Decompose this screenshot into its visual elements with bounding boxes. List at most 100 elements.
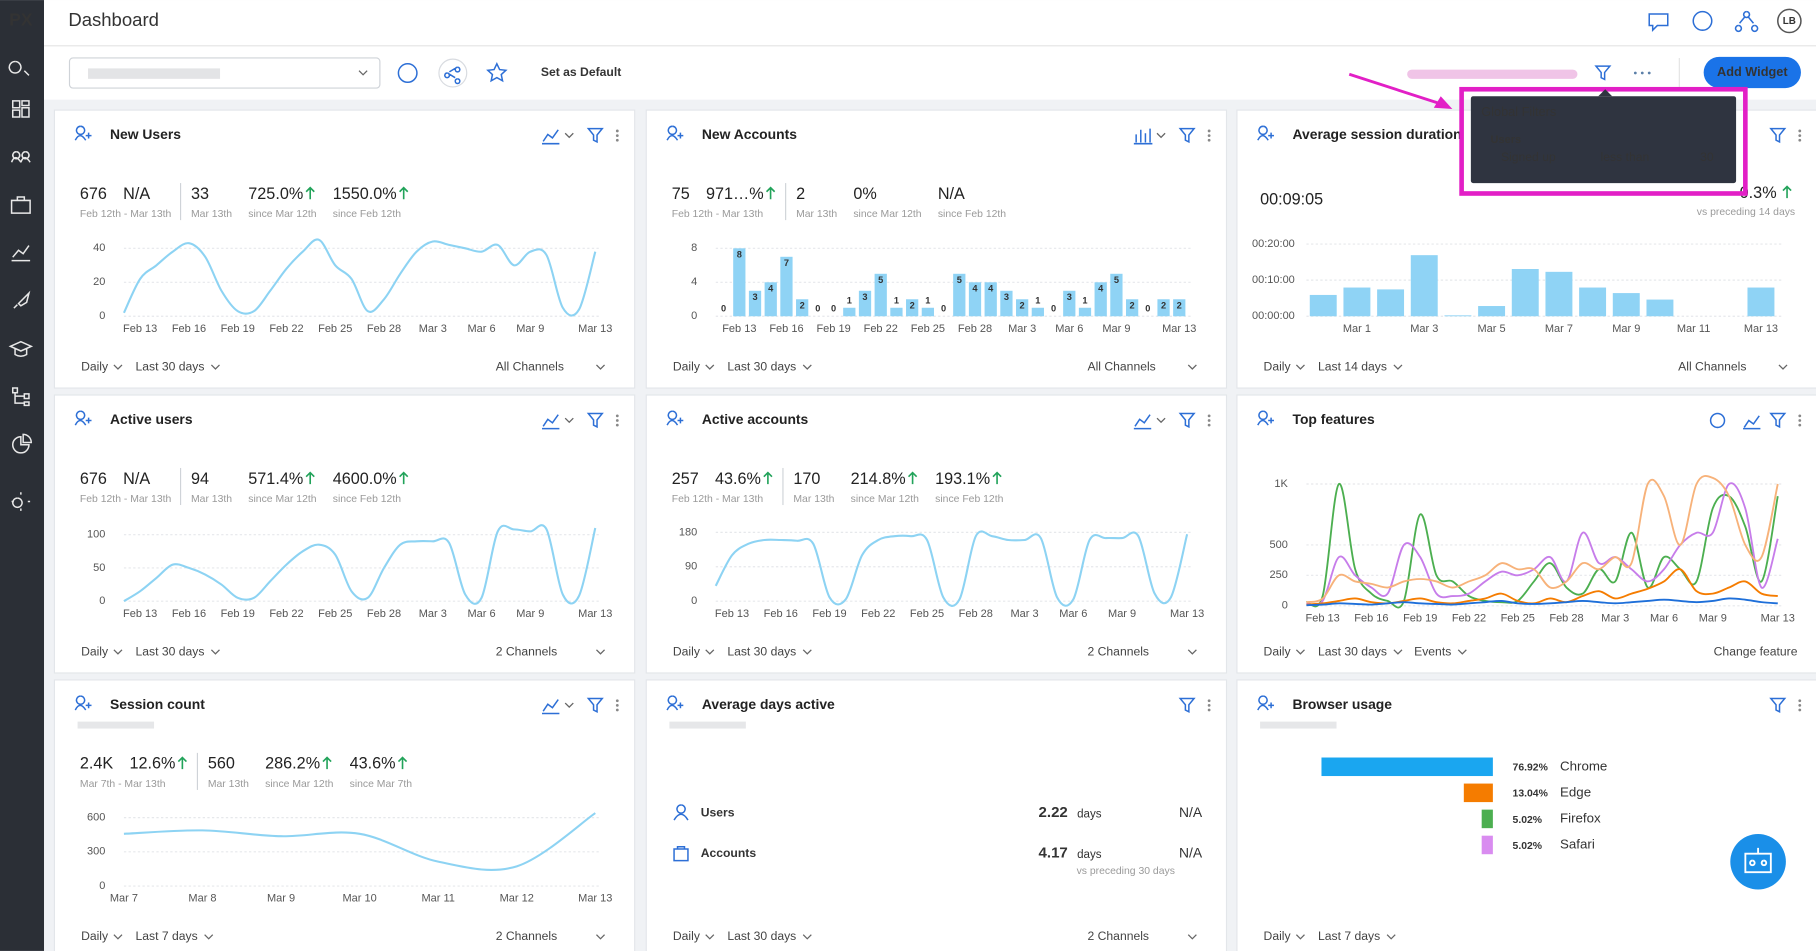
more-dot[interactable]: [1798, 708, 1802, 712]
x-tick-label: Feb 22: [269, 608, 303, 620]
filter-icon[interactable]: [586, 697, 604, 713]
period-select[interactable]: Last 14 days: [1318, 359, 1387, 373]
more-dot[interactable]: [1640, 71, 1644, 75]
dashboard-select[interactable]: [68, 57, 381, 89]
channel-select[interactable]: All Channels: [496, 359, 564, 373]
more-dot[interactable]: [1798, 138, 1802, 142]
interval-select[interactable]: Daily: [673, 359, 701, 373]
channel-select[interactable]: 2 Channels: [496, 929, 558, 943]
filter-icon[interactable]: [1769, 697, 1787, 713]
filter-icon[interactable]: [1178, 697, 1196, 713]
period-select[interactable]: Last 30 days: [727, 644, 796, 658]
info-button[interactable]: [397, 63, 418, 84]
chart-type-icon[interactable]: [1133, 128, 1153, 145]
more-dot[interactable]: [1207, 708, 1211, 712]
more-dot[interactable]: [1798, 699, 1802, 703]
add-widget-label[interactable]: Add Widget: [1717, 64, 1788, 79]
info-icon[interactable]: [1709, 412, 1726, 429]
chart-type-icon[interactable]: [1743, 415, 1761, 430]
more-dot[interactable]: [1207, 129, 1211, 133]
assistant-bot[interactable]: [1730, 833, 1786, 890]
more-dot[interactable]: [1798, 414, 1802, 418]
more-dot[interactable]: [1798, 419, 1802, 422]
avatar[interactable]: [1777, 8, 1802, 34]
more-dot[interactable]: [1798, 704, 1802, 707]
change-feature-link[interactable]: Change feature: [1714, 644, 1798, 658]
more-dot[interactable]: [615, 708, 619, 712]
chat-icon[interactable]: [1648, 13, 1669, 33]
channel-select[interactable]: All Channels: [1678, 359, 1746, 373]
sidebar-icon[interactable]: [13, 290, 31, 309]
period-select[interactable]: Last 30 days: [727, 929, 796, 943]
period-select[interactable]: Last 30 days: [136, 644, 205, 658]
sidebar-icon[interactable]: [10, 151, 31, 163]
more-dot[interactable]: [615, 699, 619, 703]
more-dot[interactable]: [615, 704, 619, 707]
more-dot[interactable]: [615, 138, 619, 142]
sidebar-icon[interactable]: [8, 60, 30, 76]
more-dot[interactable]: [1207, 138, 1211, 142]
filter-icon[interactable]: [1769, 412, 1787, 429]
help-icon[interactable]: [1692, 10, 1713, 31]
stat-label: Feb 12th - Mar 13th: [80, 209, 172, 220]
interval-select[interactable]: Daily: [81, 929, 109, 943]
sidebar-icon[interactable]: [10, 196, 31, 214]
period-select[interactable]: Last 30 days: [136, 359, 205, 373]
network-icon[interactable]: [1734, 10, 1759, 33]
filter-field: Signed up: [1501, 150, 1556, 164]
more-dot[interactable]: [1798, 129, 1802, 133]
filter-icon[interactable]: [586, 127, 604, 144]
period-select[interactable]: Last 7 days: [1318, 929, 1380, 943]
star-button[interactable]: [486, 62, 508, 83]
sidebar-icon[interactable]: [8, 340, 34, 357]
chart-type-icon[interactable]: [542, 129, 560, 145]
period-select[interactable]: Last 7 days: [136, 929, 198, 943]
more-dot[interactable]: [615, 129, 619, 133]
more-dot[interactable]: [1207, 699, 1211, 703]
filter-icon[interactable]: [1769, 127, 1787, 144]
interval-select[interactable]: Daily: [1264, 644, 1292, 658]
sidebar-icon[interactable]: [12, 433, 33, 454]
interval-select[interactable]: Daily: [81, 359, 109, 373]
channel-select[interactable]: 2 Channels: [496, 644, 558, 658]
sidebar-icon[interactable]: [11, 492, 31, 511]
more-dot[interactable]: [615, 414, 619, 418]
more-dot[interactable]: [1207, 704, 1211, 707]
more-dot[interactable]: [615, 134, 619, 137]
interval-select[interactable]: Daily: [1264, 359, 1292, 373]
channel-select[interactable]: 2 Channels: [1088, 929, 1150, 943]
chart-type-icon[interactable]: [542, 699, 560, 715]
more-dot[interactable]: [1633, 71, 1637, 75]
stat-value: 0.3%: [1740, 184, 1777, 202]
more-dot[interactable]: [615, 423, 619, 427]
filter-icon[interactable]: [1594, 65, 1612, 81]
more-dot[interactable]: [615, 419, 619, 422]
set-default-link[interactable]: Set as Default: [541, 65, 621, 79]
channel-select[interactable]: 2 Channels: [1088, 644, 1150, 658]
sidebar-icon[interactable]: [11, 387, 30, 407]
add-widget-button[interactable]: [1703, 56, 1801, 89]
filter-icon[interactable]: [586, 412, 604, 429]
more-dot[interactable]: [1798, 423, 1802, 427]
more-dot[interactable]: [1207, 423, 1211, 427]
more-dot[interactable]: [1798, 134, 1802, 137]
interval-select[interactable]: Daily: [673, 644, 701, 658]
more-dot[interactable]: [1207, 419, 1211, 422]
sidebar-icon[interactable]: [11, 100, 30, 118]
filter-icon[interactable]: [1178, 127, 1196, 144]
interval-select[interactable]: Daily: [81, 644, 109, 658]
chart-type-icon[interactable]: [1133, 414, 1152, 430]
interval-select[interactable]: Daily: [1264, 929, 1292, 943]
event-select[interactable]: Events: [1414, 644, 1451, 658]
more-dot[interactable]: [1207, 134, 1211, 137]
period-select[interactable]: Last 30 days: [727, 359, 796, 373]
period-select[interactable]: Last 30 days: [1318, 644, 1387, 658]
more-dot[interactable]: [1647, 71, 1651, 75]
more-dot[interactable]: [1207, 414, 1211, 418]
chart-type-icon[interactable]: [542, 414, 560, 430]
share-button[interactable]: [438, 58, 468, 88]
filter-icon[interactable]: [1178, 412, 1196, 429]
interval-select[interactable]: Daily: [673, 929, 701, 943]
channel-select[interactable]: All Channels: [1088, 359, 1156, 373]
sidebar-icon[interactable]: [11, 245, 31, 262]
